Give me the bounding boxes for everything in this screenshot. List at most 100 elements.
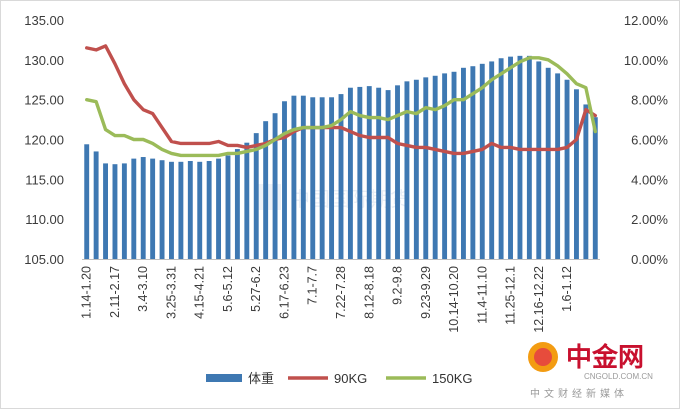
x-tick-label: 6.17-6.23	[277, 266, 291, 319]
bar-weight	[150, 158, 156, 259]
bar-weight	[282, 101, 287, 259]
x-tick-label: 9.2-9.8	[391, 266, 405, 305]
bar-weight	[479, 63, 485, 259]
bar-weight	[93, 151, 99, 259]
y2-tick-label: 0.00%	[631, 252, 668, 267]
y-tick-label: 130.00	[24, 53, 64, 68]
x-tick-label: 3.4-3.10	[136, 266, 150, 312]
left-y-axis: 105.00 110.00 115.00 120.00 125.00 130.00 135.…	[24, 13, 64, 267]
cngold-logo: 中金网 CNGOLD.COM.CN 中文财经新媒体	[528, 342, 653, 400]
bar-weight	[413, 79, 419, 259]
bar-weight	[555, 73, 561, 259]
bar-weight	[121, 163, 127, 259]
y2-tick-label: 8.00%	[631, 93, 668, 108]
bar-weight	[545, 67, 551, 259]
x-tick-label: 5.27-6.2	[249, 266, 263, 312]
bar-weight	[357, 86, 363, 259]
bar-weight	[366, 86, 372, 260]
bar-weight	[234, 149, 240, 259]
bar-weight	[103, 163, 108, 259]
bar-weight	[140, 157, 146, 259]
x-axis: 1.14-1.20 2.11-2.17 3.4-3.10 3.25-3.31 4.15-…	[80, 266, 574, 333]
bar-weight	[526, 55, 532, 259]
bar-weight	[385, 90, 391, 259]
bar-weight	[319, 97, 325, 259]
right-y-axis: 0.00% 2.00% 4.00% 6.00% 8.00% 10.00% 12.00%	[624, 13, 669, 267]
bar-weight	[489, 61, 495, 260]
bar-weight	[291, 95, 297, 260]
x-tick-label: 10.14-10.20	[447, 266, 461, 333]
bar-weight	[347, 87, 353, 259]
x-tick-label: 11.4-11.10	[475, 266, 489, 324]
legend-label: 150KG	[432, 371, 472, 386]
x-tick-label: 9.23-9.29	[419, 266, 433, 319]
bar-weight	[272, 113, 278, 260]
y-tick-label: 120.00	[24, 133, 64, 148]
bar-weight	[112, 164, 118, 259]
x-tick-label: 7.22-7.28	[334, 266, 348, 319]
bar-weight	[300, 95, 306, 260]
bar-series-weight	[84, 55, 598, 260]
bar-weight	[592, 117, 598, 259]
bar-weight	[574, 89, 579, 259]
bar-weight	[187, 161, 193, 259]
bar-weight	[404, 81, 410, 259]
y-tick-label: 135.00	[24, 13, 64, 28]
line-90kg	[85, 44, 597, 156]
y-tick-label: 110.00	[25, 212, 64, 227]
y2-tick-label: 4.00%	[631, 172, 668, 187]
bar-weight	[338, 94, 344, 259]
bar-weight	[442, 73, 448, 259]
bar-weight	[583, 104, 589, 259]
x-tick-label: 7.1-7.7	[306, 266, 320, 305]
bar-weight	[432, 75, 438, 260]
y2-tick-label: 2.00%	[631, 212, 668, 227]
x-tick-label: 4.15-4.21	[193, 266, 207, 319]
y-tick-label: 115.00	[25, 172, 64, 187]
legend-swatch-bar	[206, 374, 242, 382]
bar-weight	[253, 133, 259, 259]
logo-coin-inner-icon	[534, 348, 552, 366]
x-tick-label: 1.14-1.20	[80, 266, 94, 319]
bar-weight	[244, 142, 250, 259]
line-150kg	[85, 56, 597, 158]
bar-weight	[131, 158, 137, 259]
legend: 体重 90KG 150KG	[206, 371, 472, 386]
logo-subtitle: 中文财经新媒体	[530, 387, 628, 400]
logo-domain: CNGOLD.COM.CN	[584, 372, 653, 381]
bar-weight	[206, 161, 212, 259]
bar-weight	[470, 66, 476, 260]
y2-tick-label: 12.00%	[624, 13, 669, 28]
bar-weight	[310, 97, 316, 259]
bar-weight	[159, 160, 165, 259]
x-tick-label: 12.16-12.22	[532, 266, 546, 333]
bar-weight	[498, 58, 504, 259]
bar-weight	[329, 97, 335, 259]
bar-weight	[564, 79, 570, 259]
bar-weight	[517, 55, 523, 259]
bar-weight	[395, 85, 400, 259]
y-tick-label: 105.00	[24, 252, 64, 267]
bar-weight	[197, 161, 203, 259]
x-tick-label: 11.25-12.1	[504, 266, 518, 325]
x-tick-label: 1.6-1.12	[560, 266, 574, 312]
y2-tick-label: 6.00%	[631, 133, 668, 148]
x-tick-label: 2.11-2.17	[108, 266, 122, 318]
bar-weight	[178, 161, 184, 259]
bar-weight	[169, 161, 174, 259]
x-tick-label: 8.12-8.18	[362, 266, 376, 319]
legend-label: 体重	[248, 371, 274, 386]
bar-weight	[84, 144, 90, 259]
bar-weight	[216, 158, 222, 259]
bar-weight	[263, 121, 269, 260]
x-tick-label: 5.6-5.12	[221, 266, 235, 312]
bar-weight	[423, 77, 429, 259]
line-series-group	[85, 44, 597, 158]
bar-weight	[536, 61, 542, 260]
bar-weight	[508, 56, 513, 260]
y2-tick-label: 10.00%	[624, 53, 669, 68]
x-tick-label: 3.25-3.31	[164, 266, 178, 319]
legend-label: 90KG	[334, 371, 367, 386]
